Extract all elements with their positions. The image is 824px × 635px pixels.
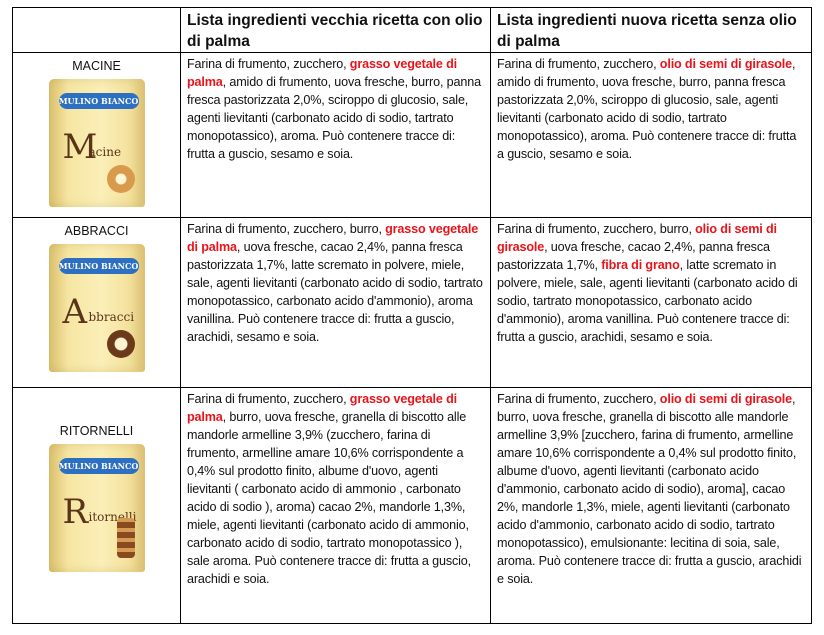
header-new-recipe: Lista ingredienti nuova ricetta senza ol… xyxy=(490,7,812,53)
product-name: RITORNELLI xyxy=(59,424,134,438)
new-ingredients: Farina di frumento, zucchero, olio di se… xyxy=(490,387,812,624)
product-name: MACINE xyxy=(72,59,121,73)
sunflower-oil-highlight: olio di semi di girasole xyxy=(497,222,777,254)
old-ingredients: Farina di frumento, zucchero, grasso veg… xyxy=(180,52,491,218)
header-old-recipe: Lista ingredienti vecchia ricetta con ol… xyxy=(180,7,491,53)
old-ingredients: Farina di frumento, zucchero, grasso veg… xyxy=(180,387,491,624)
palm-oil-highlight: grasso vegetale di palma xyxy=(187,392,457,424)
cookie-image xyxy=(116,518,135,558)
old-ingredients: Farina di frumento, zucchero, burro, gra… xyxy=(180,217,491,388)
sunflower-oil-highlight: olio di semi di girasole xyxy=(659,57,792,71)
header-product xyxy=(12,7,181,53)
wheat-fiber-highlight: fibra di grano xyxy=(601,258,680,272)
brand-logo: MULINO BIANCO xyxy=(58,93,139,109)
cookie-image xyxy=(106,330,135,358)
cookie-image xyxy=(106,165,135,193)
ingredients-comparison-table: Lista ingredienti vecchia ricetta con ol… xyxy=(12,7,812,624)
brand-logo: MULINO BIANCO xyxy=(58,458,139,474)
sunflower-oil-highlight: olio di semi di girasole xyxy=(659,392,792,406)
brand-logo: MULINO BIANCO xyxy=(58,258,139,274)
palm-oil-highlight: grasso vegetale di palma xyxy=(187,57,457,89)
new-ingredients: Farina di frumento, zucchero, burro, oli… xyxy=(490,217,812,388)
new-ingredients: Farina di frumento, zucchero, olio di se… xyxy=(490,52,812,218)
palm-oil-highlight: grasso vegetale di palma xyxy=(187,222,479,254)
header-row: Lista ingredienti vecchia ricetta con ol… xyxy=(12,7,812,53)
product-name: ABBRACCI xyxy=(64,224,129,238)
